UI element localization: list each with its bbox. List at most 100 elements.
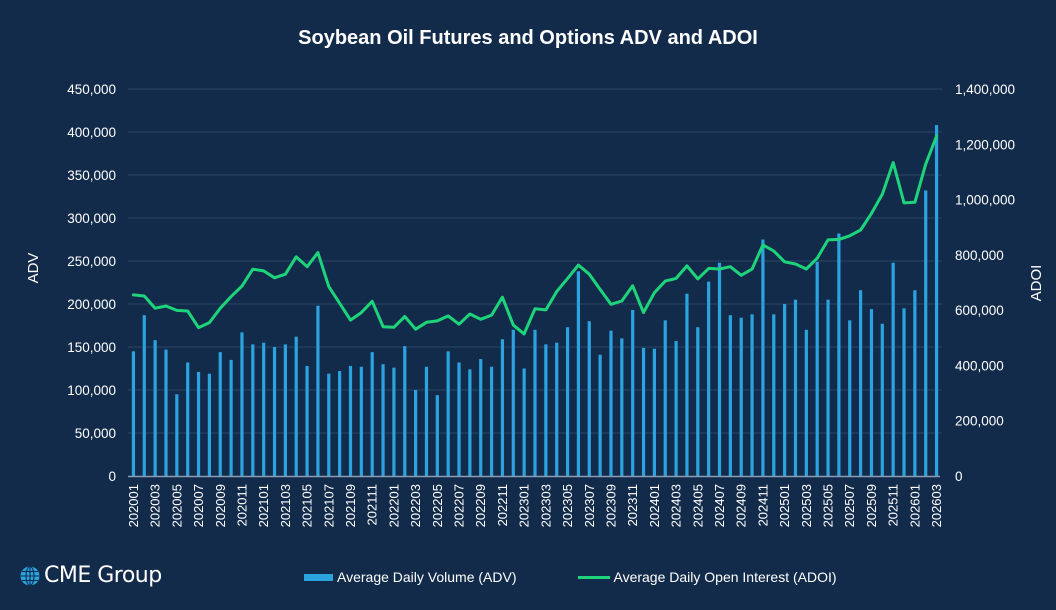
adv-bar[interactable] bbox=[663, 320, 667, 476]
adv-bar[interactable] bbox=[142, 315, 146, 476]
adv-bar[interactable] bbox=[902, 308, 906, 476]
adv-bar[interactable] bbox=[186, 362, 190, 476]
legend-item-adoi[interactable]: Average Daily Open Interest (ADOI) bbox=[578, 569, 837, 585]
legend-line-swatch bbox=[578, 575, 611, 579]
adv-bar[interactable] bbox=[891, 262, 895, 476]
x-tick-label: 202107 bbox=[321, 484, 336, 527]
x-tick-label: 202111 bbox=[365, 484, 380, 525]
x-tick-label: 202307 bbox=[582, 484, 597, 527]
x-tick-label: 202011 bbox=[234, 484, 249, 526]
adv-bar[interactable] bbox=[913, 290, 917, 476]
adv-bar[interactable] bbox=[489, 366, 494, 476]
adv-bar[interactable] bbox=[804, 329, 808, 476]
legend-item-adv[interactable]: Average Daily Volume (ADV) bbox=[304, 569, 516, 585]
right-tick-label: 200,000 bbox=[955, 414, 1004, 429]
adv-bar[interactable] bbox=[327, 373, 331, 476]
x-tick-label: 202409 bbox=[734, 484, 749, 527]
left-tick-label: 50,000 bbox=[75, 426, 116, 441]
adv-bar[interactable] bbox=[207, 373, 211, 476]
adv-bar[interactable] bbox=[837, 233, 841, 476]
adv-bar[interactable] bbox=[815, 261, 819, 476]
adv-bar[interactable] bbox=[750, 314, 754, 476]
x-tick-label: 202511 bbox=[886, 484, 901, 526]
x-tick-label: 202201 bbox=[386, 484, 401, 527]
globe-icon bbox=[20, 565, 40, 586]
adv-bar[interactable] bbox=[468, 369, 472, 476]
adv-bar[interactable] bbox=[707, 281, 711, 476]
adv-bar[interactable] bbox=[435, 395, 439, 476]
adv-bar[interactable] bbox=[772, 314, 776, 476]
adv-bar[interactable] bbox=[305, 365, 309, 476]
adoi-line[interactable] bbox=[131, 134, 939, 336]
adv-bar[interactable] bbox=[565, 327, 570, 476]
x-tick-label: 202501 bbox=[777, 484, 792, 527]
adv-bar[interactable] bbox=[652, 348, 656, 476]
right-tick-label: 1,200,000 bbox=[955, 137, 1015, 152]
adv-bar[interactable] bbox=[533, 329, 537, 476]
left-tick-label: 350,000 bbox=[67, 168, 116, 183]
adv-bar[interactable] bbox=[869, 309, 874, 476]
x-tick-label: 202003 bbox=[148, 484, 163, 527]
adv-bar[interactable] bbox=[251, 344, 255, 476]
adv-bar[interactable] bbox=[414, 390, 418, 476]
adv-bar[interactable] bbox=[598, 354, 602, 476]
adv-bar[interactable] bbox=[370, 352, 374, 476]
adv-bar[interactable] bbox=[674, 340, 678, 476]
adv-bar[interactable] bbox=[587, 321, 591, 476]
adv-bar[interactable] bbox=[283, 344, 287, 476]
adv-bar[interactable] bbox=[240, 332, 244, 476]
adv-bar[interactable] bbox=[859, 290, 863, 476]
right-tick-label: 1,000,000 bbox=[955, 193, 1015, 208]
adv-bar[interactable] bbox=[359, 366, 363, 476]
adv-bar[interactable] bbox=[131, 351, 136, 476]
adv-bar[interactable] bbox=[479, 359, 483, 476]
adv-bar[interactable] bbox=[609, 330, 613, 476]
adv-bar[interactable] bbox=[848, 320, 852, 476]
adv-bar[interactable] bbox=[446, 351, 450, 476]
adv-bar[interactable] bbox=[793, 299, 798, 476]
adv-bar[interactable] bbox=[555, 342, 559, 476]
logo-text: CME Group bbox=[44, 563, 162, 588]
adv-bar[interactable] bbox=[424, 366, 429, 476]
adv-bar[interactable] bbox=[164, 349, 168, 476]
adv-bar[interactable] bbox=[717, 262, 722, 476]
adv-bar[interactable] bbox=[761, 239, 765, 477]
adv-bar[interactable] bbox=[631, 310, 635, 476]
adv-bar[interactable] bbox=[403, 346, 407, 476]
adv-bar[interactable] bbox=[153, 340, 157, 476]
x-tick-label: 202101 bbox=[256, 484, 271, 527]
adv-bar[interactable] bbox=[262, 342, 266, 476]
adv-bar[interactable] bbox=[381, 364, 385, 476]
adv-bar[interactable] bbox=[392, 367, 396, 476]
adv-bar[interactable] bbox=[620, 338, 624, 476]
legend: Average Daily Volume (ADV) Average Daily… bbox=[304, 566, 837, 588]
x-tick-label: 202203 bbox=[408, 484, 423, 527]
adv-bar[interactable] bbox=[338, 371, 342, 476]
adv-bar[interactable] bbox=[294, 336, 298, 476]
adv-bar[interactable] bbox=[229, 359, 233, 476]
adv-bar[interactable] bbox=[641, 347, 646, 476]
adv-bar[interactable] bbox=[522, 368, 526, 477]
adv-bar[interactable] bbox=[924, 190, 928, 477]
adv-bar[interactable] bbox=[500, 339, 505, 476]
adv-bar[interactable] bbox=[272, 347, 277, 476]
adv-bar[interactable] bbox=[880, 323, 884, 476]
adv-bar[interactable] bbox=[348, 365, 353, 476]
adv-bar[interactable] bbox=[685, 293, 689, 476]
adv-bar[interactable] bbox=[576, 271, 581, 476]
adv-bar[interactable] bbox=[783, 304, 787, 476]
adv-bar[interactable] bbox=[696, 327, 700, 476]
adv-bar[interactable] bbox=[544, 344, 548, 476]
adv-bar[interactable] bbox=[826, 299, 830, 476]
adv-bar[interactable] bbox=[934, 125, 939, 477]
adv-bar[interactable] bbox=[457, 362, 461, 476]
adv-bar[interactable] bbox=[728, 315, 732, 476]
x-tick-label: 202303 bbox=[538, 484, 553, 527]
adv-bar[interactable] bbox=[218, 352, 222, 476]
adv-bar[interactable] bbox=[175, 394, 179, 476]
adv-bar[interactable] bbox=[739, 317, 743, 476]
adv-bar[interactable] bbox=[316, 305, 320, 476]
x-axis-ticks: 202001 202003 202005 202007 202009 202011 2021… bbox=[126, 484, 944, 527]
adv-bar[interactable] bbox=[196, 371, 201, 476]
adv-bar[interactable] bbox=[511, 329, 515, 476]
